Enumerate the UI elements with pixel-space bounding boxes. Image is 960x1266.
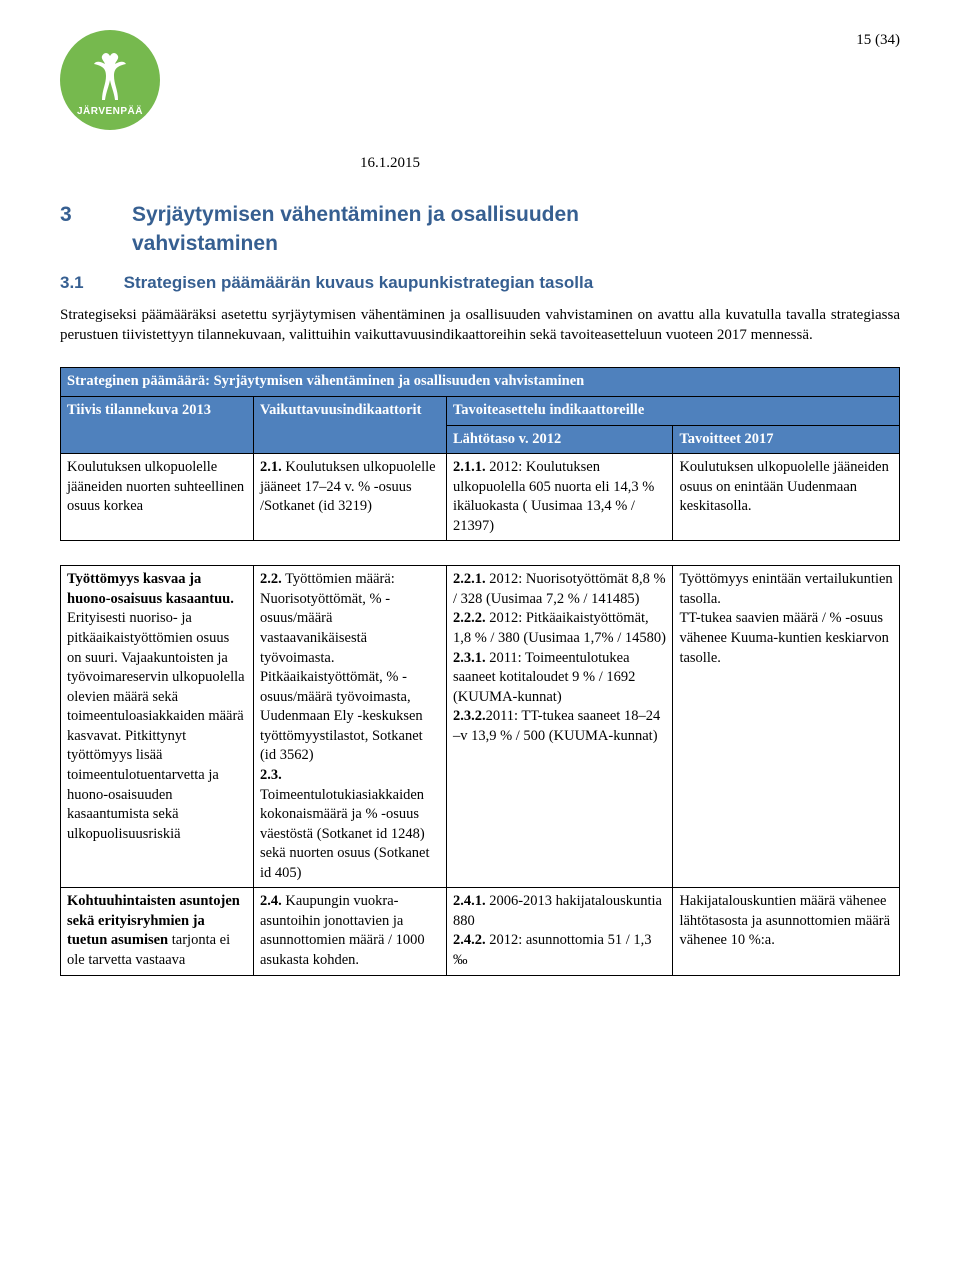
table-cell: Kohtuuhintaisten asuntojen sekä erityisr…	[61, 888, 254, 975]
indicator-number: 2.3.2.	[453, 708, 486, 724]
indicator-text: 2012: Nuorisotyöttömät 8,8 % / 328 (Uusi…	[453, 571, 666, 607]
page-header: JÄRVENPÄÄ 15 (34)	[60, 30, 900, 135]
indicator-text: Toimeentulotukiasiakkaiden kokonaismäärä…	[260, 787, 430, 881]
table-row: Strateginen päämäärä: Syrjäytymisen vähe…	[61, 368, 900, 397]
col-header: Vaikuttavuusindikaattorit	[253, 396, 446, 453]
logo: JÄRVENPÄÄ	[60, 30, 170, 135]
logo-label: JÄRVENPÄÄ	[60, 105, 160, 119]
col-subheader: Tavoitteet 2017	[673, 425, 900, 454]
table-row: Työttömyys kasvaa ja huono-osaisuus kasa…	[61, 566, 900, 888]
indicator-text: Kaupungin vuokra-asuntoihin jonottavien …	[260, 893, 425, 968]
table-row: Koulutuksen ulkopuolelle jääneiden nuort…	[61, 454, 900, 541]
indicator-number: 2.2.	[260, 571, 282, 587]
table-cell: Hakijatalouskuntien määrä vähenee lähtöt…	[673, 888, 900, 975]
indicator-text: 2012: Pitkäaikaistyöttömät, 1,8 % / 380 …	[453, 610, 666, 646]
indicator-number: 2.4.2.	[453, 932, 486, 948]
col-subheader: Lähtötaso v. 2012	[446, 425, 673, 454]
indicator-number: 2.1.1.	[453, 459, 486, 475]
indicator-number: 2.4.	[260, 893, 282, 909]
target-line: Työttömyys enintään vertailukuntien taso…	[679, 571, 892, 607]
section-heading: 3 Syrjäytymisen vähentäminen ja osallisu…	[60, 201, 900, 258]
indicator-text: Koulutuksen ulkopuolelle jääneet 17–24 v…	[260, 459, 436, 514]
cell-rest: Erityisesti nuoriso- ja pitkäaikaistyött…	[67, 610, 245, 841]
indicator-number: 2.2.1.	[453, 571, 486, 587]
table-row: Tiivis tilannekuva 2013 Vaikuttavuusindi…	[61, 396, 900, 425]
indicator-text: Työttömien määrä: Nuorisotyöttömät, % -o…	[260, 571, 423, 763]
indicator-number: 2.3.1.	[453, 650, 486, 666]
table-cell: 2.4.1. 2006-2013 hakijatalouskuntia 880 …	[446, 888, 673, 975]
intro-paragraph: Strategiseksi päämääräksi asetettu syrjä…	[60, 305, 900, 346]
table-cell: 2.1. Koulutuksen ulkopuolelle jääneet 17…	[253, 454, 446, 541]
subsection-title: Strategisen päämäärän kuvaus kaupunkistr…	[124, 272, 594, 295]
table-cell: 2.4. Kaupungin vuokra-asuntoihin jonotta…	[253, 888, 446, 975]
subsection-number: 3.1	[60, 272, 84, 295]
indicator-number: 2.4.1.	[453, 893, 486, 909]
logo-circle: JÄRVENPÄÄ	[60, 30, 160, 130]
table-cell: 2.2.1. 2012: Nuorisotyöttömät 8,8 % / 32…	[446, 566, 673, 888]
table-cell: Työttömyys enintään vertailukuntien taso…	[673, 566, 900, 888]
col-header: Tiivis tilannekuva 2013	[61, 396, 254, 453]
deer-icon	[84, 50, 136, 110]
table-title: Strateginen päämäärä: Syrjäytymisen vähe…	[61, 368, 900, 397]
table-row: Kohtuuhintaisten asuntojen sekä erityisr…	[61, 888, 900, 975]
indicator-number: 2.3.	[260, 767, 282, 783]
indicator-number: 2.2.2.	[453, 610, 486, 626]
table-cell: 2.2. Työttömien määrä: Nuorisotyöttömät,…	[253, 566, 446, 888]
table-cell: Koulutuksen ulkopuolelle jääneiden nuort…	[61, 454, 254, 541]
table-cell: 2.1.1. 2012: Koulutuksen ulkopuolella 60…	[446, 454, 673, 541]
strategy-table-2: Työttömyys kasvaa ja huono-osaisuus kasa…	[60, 565, 900, 975]
indicator-number: 2.1.	[260, 459, 282, 475]
section-number: 3	[60, 201, 84, 229]
subsection-heading: 3.1 Strategisen päämäärän kuvaus kaupunk…	[60, 272, 900, 295]
section-title: Syrjäytymisen vähentäminen ja osallisuud…	[132, 201, 692, 258]
cell-bold-lead: Työttömyys kasvaa ja huono-osaisuus kasa…	[67, 571, 234, 607]
strategy-table-1: Strateginen päämäärä: Syrjäytymisen vähe…	[60, 367, 900, 541]
page-number: 15 (34)	[856, 30, 900, 50]
table-cell: Työttömyys kasvaa ja huono-osaisuus kasa…	[61, 566, 254, 888]
table-cell: Koulutuksen ulkopuolelle jääneiden osuus…	[673, 454, 900, 541]
document-date: 16.1.2015	[360, 153, 900, 173]
target-line: TT-tukea saavien määrä / % -osuus vähene…	[679, 610, 888, 665]
col-header: Tavoiteasettelu indikaattoreille	[446, 396, 899, 425]
